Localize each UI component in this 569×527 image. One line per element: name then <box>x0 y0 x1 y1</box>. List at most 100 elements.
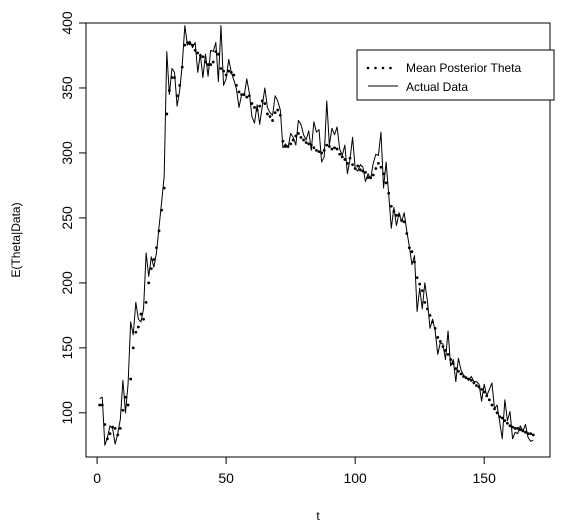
legend: Mean Posterior Theta Actual Data <box>356 49 555 101</box>
mean-posterior-point <box>294 134 298 138</box>
mean-posterior-point <box>186 41 189 44</box>
mean-posterior-point <box>317 150 321 154</box>
mean-posterior-point <box>260 99 264 103</box>
mean-posterior-point <box>358 168 362 172</box>
mean-posterior-point <box>338 152 342 156</box>
mean-posterior-point <box>289 142 293 146</box>
mean-posterior-point <box>188 42 192 46</box>
mean-posterior-point <box>490 403 494 407</box>
mean-posterior-point <box>211 60 215 64</box>
y-tick-label: 300 <box>59 141 75 165</box>
mean-posterior-point <box>214 50 218 53</box>
mean-posterior-point <box>438 339 442 343</box>
mean-posterior-point <box>423 300 427 304</box>
mean-posterior-point <box>247 94 251 98</box>
mean-posterior-point <box>333 146 336 150</box>
mean-posterior-point <box>121 408 125 412</box>
mean-posterior-point <box>235 83 238 87</box>
mean-posterior-point <box>129 377 133 381</box>
mean-posterior-point <box>229 70 233 74</box>
mean-posterior-point <box>103 423 107 426</box>
x-axis: 0 50 100 150 <box>93 457 496 486</box>
mean-posterior-point <box>309 143 313 147</box>
mean-posterior-point <box>413 260 416 264</box>
legend-box <box>356 49 555 101</box>
mean-posterior-point <box>250 102 254 105</box>
y-tick-label: 150 <box>59 336 75 360</box>
mean-posterior-point <box>498 415 502 419</box>
mean-posterior-point <box>222 69 225 73</box>
mean-posterior-point <box>384 181 388 185</box>
mean-posterior-point <box>216 52 220 56</box>
mean-posterior-point <box>361 169 365 173</box>
mean-posterior-point <box>106 437 109 441</box>
mean-posterior-point <box>224 73 228 77</box>
y-axis-label: E(Theta|Data) <box>9 202 23 277</box>
mean-posterior-point <box>167 89 171 92</box>
mean-posterior-point <box>271 119 274 122</box>
mean-posterior-point <box>449 358 453 361</box>
mean-posterior-point <box>506 421 509 425</box>
mean-posterior-point <box>183 43 187 47</box>
mean-posterior-point <box>100 403 104 407</box>
mean-posterior-point <box>387 191 391 195</box>
mean-posterior-point <box>284 145 287 148</box>
mean-posterior-point <box>511 425 514 429</box>
y-tick-label: 100 <box>59 401 75 425</box>
mean-posterior-point <box>389 204 393 208</box>
mean-posterior-point <box>108 432 112 436</box>
mean-posterior-point <box>142 317 145 321</box>
mean-posterior-point <box>513 427 517 430</box>
mean-posterior-point <box>346 161 349 165</box>
mean-posterior-point <box>376 161 380 165</box>
mean-posterior-point <box>147 281 151 285</box>
mean-posterior-point <box>98 403 102 407</box>
x-axis-label: t <box>316 509 320 523</box>
mean-posterior-point <box>392 210 396 213</box>
mean-posterior-point <box>325 143 329 147</box>
mean-posterior-point <box>485 394 489 398</box>
mean-posterior-point <box>198 54 202 57</box>
mean-posterior-point <box>255 108 259 112</box>
mean-posterior-point <box>232 73 236 77</box>
mean-posterior-point <box>343 158 347 161</box>
mean-posterior-point <box>304 141 308 144</box>
mean-posterior-point <box>170 76 174 79</box>
mean-posterior-point <box>116 433 120 437</box>
mean-posterior-point <box>162 186 166 190</box>
mean-posterior-point <box>149 267 153 270</box>
y-tick-label: 400 <box>59 11 75 35</box>
mean-posterior-point <box>472 381 476 385</box>
y-tick-label: 350 <box>59 76 75 100</box>
mean-posterior-point <box>263 102 267 105</box>
mean-posterior-point <box>402 220 406 224</box>
legend-label-mean-posterior: Mean Posterior Theta <box>406 61 521 75</box>
mean-posterior-point <box>410 250 414 254</box>
mean-posterior-point <box>462 375 465 378</box>
mean-posterior-point <box>180 65 184 69</box>
mean-posterior-point <box>193 48 197 52</box>
mean-posterior-point <box>477 385 481 389</box>
mean-posterior-point <box>155 246 158 250</box>
mean-posterior-point <box>526 432 530 436</box>
mean-posterior-point <box>374 167 378 170</box>
mean-posterior-point <box>330 147 334 151</box>
mean-posterior-point <box>426 307 429 311</box>
mean-posterior-point <box>335 147 339 151</box>
mean-posterior-point <box>134 330 138 334</box>
mean-posterior-point <box>131 346 135 350</box>
mean-posterior-point <box>227 69 231 73</box>
mean-posterior-point <box>113 427 117 430</box>
mean-posterior-point <box>475 384 478 387</box>
mean-posterior-point <box>201 55 205 59</box>
mean-posterior-point <box>315 148 318 152</box>
mean-posterior-point <box>400 219 404 222</box>
mean-posterior-point <box>302 138 305 142</box>
mean-posterior-point <box>136 325 140 329</box>
series-layer <box>98 25 535 446</box>
mean-posterior-point <box>348 156 352 160</box>
x-tick-label: 0 <box>93 470 101 486</box>
mean-posterior-point <box>118 427 122 430</box>
mean-posterior-point <box>469 378 473 382</box>
mean-posterior-point <box>482 390 486 394</box>
